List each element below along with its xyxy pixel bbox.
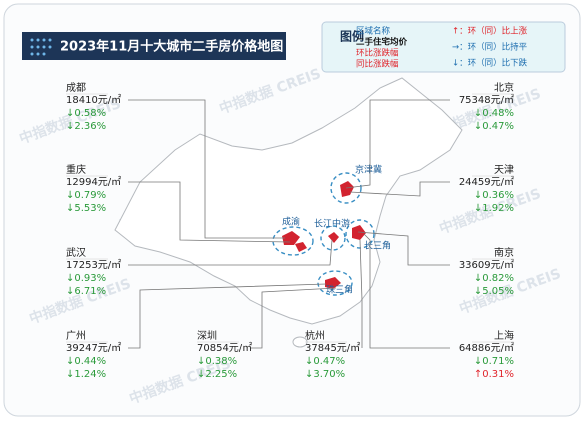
- leader-line: [128, 99, 285, 239]
- city-price: 75348元/㎡: [459, 94, 514, 106]
- city-yoy: ↓5.53%: [66, 203, 106, 214]
- city-yoy: ↓6.71%: [66, 286, 106, 297]
- city-price: 24459元/㎡: [459, 176, 514, 188]
- legend-symbol: →：环（同）比持平: [452, 42, 528, 53]
- region-label: 长三角: [364, 240, 391, 252]
- region-label: 长江中游: [314, 218, 350, 230]
- city-mom: ↓0.71%: [474, 356, 514, 367]
- leader-line: [250, 287, 337, 349]
- legend-symbol: ↓：环（同）比下跌: [452, 58, 528, 69]
- city-name: 武汉: [66, 246, 86, 259]
- city-name: 南京: [494, 246, 514, 259]
- city-price: 39247元/㎡: [66, 342, 121, 354]
- city-mom: ↓0.93%: [66, 273, 106, 284]
- city-yoy: ↓2.25%: [197, 369, 237, 380]
- region-circles: [272, 172, 375, 296]
- city-name: 重庆: [66, 163, 86, 176]
- leader-line: [128, 239, 333, 266]
- city-mom: ↓0.44%: [66, 356, 106, 367]
- legend-item: 二手住宅均价: [356, 37, 408, 48]
- city-price: 17253元/㎡: [66, 259, 121, 271]
- city-price: 12994元/㎡: [66, 176, 121, 188]
- region-labels: 京津冀 成渝 长江中游 长三角 珠三角: [282, 164, 391, 296]
- city-price: 70854元/㎡: [197, 342, 252, 354]
- city-price: 37845元/㎡: [305, 342, 360, 354]
- region-label: 成渝: [282, 216, 300, 228]
- leader-line: [128, 283, 327, 349]
- city-yoy: ↓2.36%: [66, 121, 106, 132]
- city-name: 天津: [494, 164, 514, 176]
- city-name: 上海: [494, 329, 514, 342]
- city-name: 深圳: [197, 330, 217, 342]
- leader-line: [363, 233, 450, 349]
- city-price: 18410元/㎡: [66, 94, 121, 106]
- leader-line: [345, 99, 450, 189]
- city-mom: ↓0.82%: [474, 273, 514, 284]
- legend-item: 环比涨跌幅: [356, 48, 399, 59]
- china-map: [114, 77, 463, 325]
- region-label: 京津冀: [355, 164, 382, 176]
- city-price: 64886元/㎡: [459, 342, 514, 354]
- city-yoy: ↑0.31%: [474, 369, 514, 380]
- city-mom: ↓0.36%: [474, 190, 514, 201]
- leader-line: [128, 181, 291, 243]
- city-yoy: ↓5.05%: [474, 286, 514, 297]
- city-mom: ↓0.58%: [66, 108, 106, 119]
- leader-line: [357, 231, 450, 266]
- city-name: 北京: [494, 81, 514, 94]
- city-name: 成都: [66, 82, 86, 94]
- leader-line: [359, 239, 363, 348]
- legend-item: 区域名称: [356, 26, 391, 37]
- city-name: 广州: [66, 330, 86, 342]
- legend-item: 同比涨跌幅: [356, 59, 399, 70]
- leader-line: [349, 181, 450, 197]
- city-yoy: ↓3.70%: [305, 369, 345, 380]
- city-name: 杭州: [305, 329, 325, 342]
- city-price: 33609元/㎡: [459, 259, 514, 271]
- city-yoy: ↓1.24%: [66, 369, 106, 380]
- city-areas: [282, 181, 366, 289]
- legend-symbol: ↑：环（同）比上涨: [452, 26, 528, 37]
- title-dots: [30, 38, 52, 56]
- city-yoy: ↓1.92%: [474, 203, 514, 214]
- city-mom: ↓0.79%: [66, 190, 106, 201]
- region-label: 珠三角: [326, 284, 353, 296]
- city-mom: ↓0.47%: [305, 356, 345, 367]
- city-mom: ↓0.38%: [197, 356, 237, 367]
- city-mom: ↓0.48%: [474, 108, 514, 119]
- city-yoy: ↓0.47%: [474, 121, 514, 132]
- title: 2023年11月十大城市二手房价格地图: [60, 39, 283, 55]
- legend-title: 图例: [340, 29, 364, 44]
- legend: [321, 21, 566, 73]
- title-bar: [22, 32, 286, 60]
